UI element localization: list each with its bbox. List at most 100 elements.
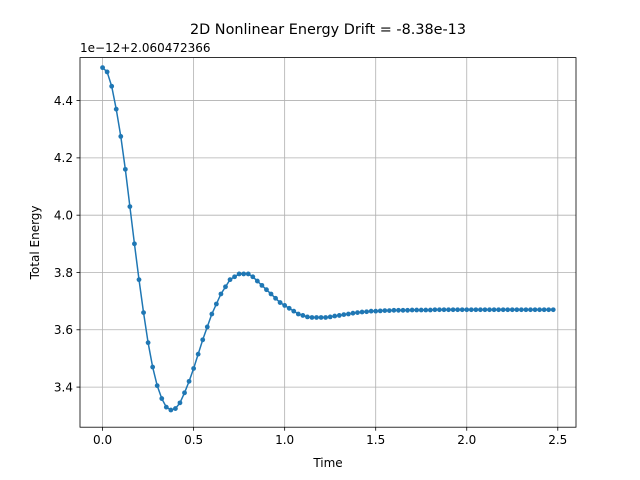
axis-ticks: 0.0 0.5 1.0 1.5 2.0 2.5 3.4 3.6 3.8 4.0 4.2 4.4 [54,94,567,447]
data-point [396,307,401,313]
data-point [423,307,429,313]
data-point [414,307,420,313]
data-point [204,324,210,330]
data-point [437,307,442,313]
data-series [100,65,556,413]
data-point [250,274,256,280]
data-point [245,271,251,277]
data-point [427,307,433,313]
data-point [159,396,165,401]
data-point [400,307,406,313]
data-point [218,291,224,297]
data-point [345,311,351,317]
data-point [323,315,329,320]
data-point [514,307,520,313]
data-point [341,312,347,317]
data-point [550,307,556,313]
data-point [336,313,342,318]
data-point [282,303,288,308]
data-point [523,307,529,313]
data-point [254,278,260,284]
data-point [541,307,547,313]
data-point [104,69,110,75]
data-point [528,307,533,313]
data-point [305,314,310,320]
data-point [122,166,128,172]
data-point [300,313,306,318]
data-point [168,407,174,413]
plot-frame [79,57,577,428]
data-point [273,295,278,301]
data-point [459,307,465,313]
data-point [127,204,133,209]
data-point [373,308,379,314]
chart-title: 2D Nonlinear Energy Drift = -8.38e-13 [190,22,466,38]
data-point [118,133,124,139]
data-point [100,65,105,71]
y-axis-label: Total Energy [28,205,42,280]
data-point [182,390,187,396]
data-point [364,309,369,315]
data-point [309,315,315,320]
data-point [241,271,247,277]
data-point [332,313,338,319]
y-tick-label: 3.4 [54,380,73,394]
data-point [268,291,274,297]
data-point [377,308,383,314]
data-point [350,310,356,316]
data-point [177,400,183,406]
data-point [154,383,160,389]
data-point [478,307,483,313]
data-point [509,307,515,313]
x-tick-label: 1.5 [366,433,385,447]
plot-area [80,57,576,428]
data-point [195,351,201,357]
data-point [113,106,119,112]
data-point [482,307,488,313]
data-point [145,340,151,346]
data-point [186,378,192,384]
x-axis-label: Time [312,456,342,470]
y-tick-label: 4.4 [54,94,73,108]
data-point [418,307,424,313]
data-point [386,308,392,313]
data-point [491,307,497,313]
data-point [232,274,237,280]
data-point [259,282,265,288]
data-point [314,315,319,320]
data-point [132,241,137,247]
data-point [200,337,206,343]
data-point [150,364,156,370]
data-point [213,301,219,307]
x-tick-label: 2.5 [548,433,567,447]
data-point [405,307,410,313]
y-tick-label: 3.6 [54,323,73,337]
y-axis-offset-label: 1e−12+2.060472366 [80,41,211,55]
data-point [368,308,374,314]
x-tick-label: 0.5 [184,433,203,447]
data-point [191,366,197,371]
y-tick-label: 4.2 [54,151,73,165]
data-point [264,287,269,293]
x-tick-label: 0.0 [93,433,112,447]
data-point [391,307,397,313]
data-point [236,271,242,277]
data-point [173,406,178,411]
data-point [163,404,169,410]
data-point [209,311,215,317]
y-tick-label: 3.8 [54,266,73,280]
data-point [505,307,511,313]
data-point [496,307,502,313]
data-point [409,307,415,313]
data-point [359,309,365,315]
data-point [223,284,228,290]
x-tick-label: 2.0 [457,433,476,447]
data-point [468,307,474,313]
grid [80,57,576,428]
data-point [464,307,470,313]
data-point [473,307,479,313]
data-point [518,307,524,313]
data-point [450,307,456,313]
y-tick-label: 4.0 [54,208,73,222]
